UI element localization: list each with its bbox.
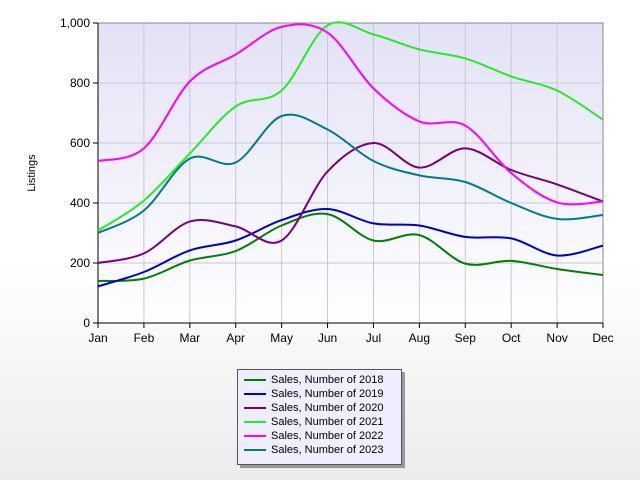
legend-item: Sales, Number of 2023: [244, 443, 401, 457]
legend-item: Sales, Number of 2021: [244, 415, 401, 429]
x-tick-label: Aug: [409, 331, 430, 345]
legend-item: Sales, Number of 2020: [244, 401, 401, 415]
series-line-3: [97, 141, 604, 264]
legend-item: Sales, Number of 2019: [244, 387, 401, 401]
y-tick-label: 600: [70, 136, 90, 150]
y-tick-label: 400: [70, 196, 90, 210]
legend-label: Sales, Number of 2022: [271, 430, 384, 442]
legend-swatch: [244, 393, 266, 395]
legend-label: Sales, Number of 2020: [271, 402, 384, 414]
x-tick-label: Dec: [592, 331, 613, 345]
series-line-5: [97, 23, 604, 206]
legend-swatch: [244, 449, 266, 451]
x-tick-label: Apr: [226, 331, 245, 345]
x-tick-label: Nov: [546, 331, 567, 345]
x-tick-label: Jun: [318, 331, 337, 345]
series-layer: [97, 21, 604, 288]
legend-label: Sales, Number of 2018: [271, 374, 384, 386]
x-tick-label: Jul: [366, 331, 381, 345]
legend-swatch: [244, 421, 266, 423]
legend-swatch: [244, 379, 266, 381]
series-line-2: [97, 207, 604, 288]
legend-label: Sales, Number of 2023: [271, 444, 384, 456]
x-tick-label: Feb: [134, 331, 155, 345]
series-line-4: [97, 21, 604, 232]
y-tick-label: 0: [83, 316, 90, 330]
chart-legend: Sales, Number of 2018 Sales, Number of 20…: [237, 369, 402, 465]
y-tick-label: 800: [70, 76, 90, 90]
legend-label: Sales, Number of 2019: [271, 388, 384, 400]
legend-swatch: [244, 435, 266, 437]
axis-layer: 0 200 400 600 800 1,000 Jan Feb Mar Apr May Jun Jul A…: [60, 16, 614, 345]
y-axis-title: Listings: [26, 154, 38, 192]
x-tick-label: May: [270, 331, 293, 345]
x-tick-label: Sep: [455, 331, 477, 345]
x-tick-label: Jan: [88, 331, 107, 345]
legend-item: Sales, Number of 2022: [244, 429, 401, 443]
series-line-1: [97, 212, 604, 282]
legend-item: Sales, Number of 2018: [244, 373, 401, 387]
legend-label: Sales, Number of 2021: [271, 416, 384, 428]
y-tick-label: 200: [70, 256, 90, 270]
y-tick-label: 1,000: [60, 16, 90, 30]
x-tick-label: Mar: [179, 331, 200, 345]
series-line-6: [97, 113, 604, 234]
x-tick-label: Oct: [502, 331, 521, 345]
legend-swatch: [244, 407, 266, 409]
